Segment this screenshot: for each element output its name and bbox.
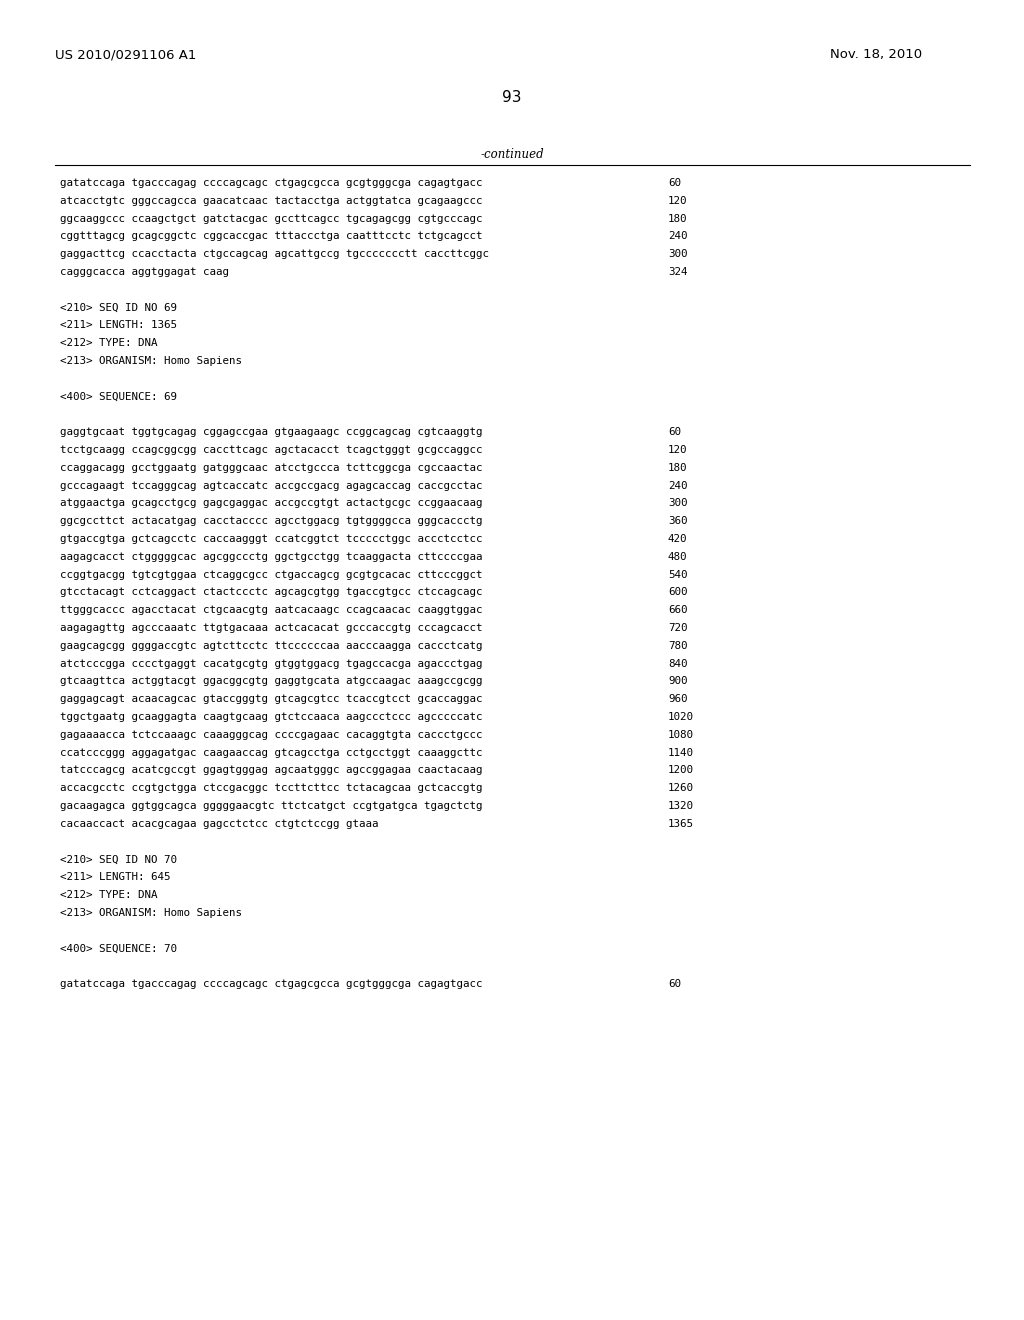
Text: cagggcacca aggtggagat caag: cagggcacca aggtggagat caag (60, 267, 229, 277)
Text: gtcaagttca actggtacgt ggacggcgtg gaggtgcata atgccaagac aaagccgcgg: gtcaagttca actggtacgt ggacggcgtg gaggtgc… (60, 676, 482, 686)
Text: 240: 240 (668, 480, 687, 491)
Text: 240: 240 (668, 231, 687, 242)
Text: cacaaccact acacgcagaa gagcctctcc ctgtctccgg gtaaa: cacaaccact acacgcagaa gagcctctcc ctgtctc… (60, 818, 379, 829)
Text: <212> TYPE: DNA: <212> TYPE: DNA (60, 338, 158, 348)
Text: 60: 60 (668, 178, 681, 187)
Text: ggcaaggccc ccaagctgct gatctacgac gccttcagcc tgcagagcgg cgtgcccagc: ggcaaggccc ccaagctgct gatctacgac gccttca… (60, 214, 482, 223)
Text: gaggacttcg ccacctacta ctgccagcag agcattgccg tgccccccctt caccttcggc: gaggacttcg ccacctacta ctgccagcag agcattg… (60, 249, 489, 259)
Text: <211> LENGTH: 645: <211> LENGTH: 645 (60, 873, 171, 882)
Text: 60: 60 (668, 428, 681, 437)
Text: <212> TYPE: DNA: <212> TYPE: DNA (60, 890, 158, 900)
Text: gatatccaga tgacccagag ccccagcagc ctgagcgcca gcgtgggcga cagagtgacc: gatatccaga tgacccagag ccccagcagc ctgagcg… (60, 979, 482, 989)
Text: gtgaccgtga gctcagcctc caccaagggt ccatcggtct tccccctggc accctcctcc: gtgaccgtga gctcagcctc caccaagggt ccatcgg… (60, 535, 482, 544)
Text: 540: 540 (668, 570, 687, 579)
Text: 780: 780 (668, 640, 687, 651)
Text: US 2010/0291106 A1: US 2010/0291106 A1 (55, 48, 197, 61)
Text: 300: 300 (668, 499, 687, 508)
Text: 900: 900 (668, 676, 687, 686)
Text: <400> SEQUENCE: 69: <400> SEQUENCE: 69 (60, 392, 177, 401)
Text: 600: 600 (668, 587, 687, 598)
Text: gacaagagca ggtggcagca gggggaacgtc ttctcatgct ccgtgatgca tgagctctg: gacaagagca ggtggcagca gggggaacgtc ttctca… (60, 801, 482, 810)
Text: 324: 324 (668, 267, 687, 277)
Text: 180: 180 (668, 463, 687, 473)
Text: aagagcacct ctgggggcac agcggccctg ggctgcctgg tcaaggacta cttccccgaa: aagagcacct ctgggggcac agcggccctg ggctgcc… (60, 552, 482, 562)
Text: <400> SEQUENCE: 70: <400> SEQUENCE: 70 (60, 944, 177, 953)
Text: gatatccaga tgacccagag ccccagcagc ctgagcgcca gcgtgggcga cagagtgacc: gatatccaga tgacccagag ccccagcagc ctgagcg… (60, 178, 482, 187)
Text: 120: 120 (668, 445, 687, 455)
Text: atggaactga gcagcctgcg gagcgaggac accgccgtgt actactgcgc ccggaacaag: atggaactga gcagcctgcg gagcgaggac accgccg… (60, 499, 482, 508)
Text: <213> ORGANISM: Homo Sapiens: <213> ORGANISM: Homo Sapiens (60, 908, 242, 917)
Text: aagagagttg agcccaaatc ttgtgacaaa actcacacat gcccaccgtg cccagcacct: aagagagttg agcccaaatc ttgtgacaaa actcaca… (60, 623, 482, 634)
Text: tcctgcaagg ccagcggcgg caccttcagc agctacacct tcagctgggt gcgccaggcc: tcctgcaagg ccagcggcgg caccttcagc agctaca… (60, 445, 482, 455)
Text: 1365: 1365 (668, 818, 694, 829)
Text: ccggtgacgg tgtcgtggaa ctcaggcgcc ctgaccagcg gcgtgcacac cttcccggct: ccggtgacgg tgtcgtggaa ctcaggcgcc ctgacca… (60, 570, 482, 579)
Text: gaggagcagt acaacagcac gtaccgggtg gtcagcgtcc tcaccgtcct gcaccaggac: gaggagcagt acaacagcac gtaccgggtg gtcagcg… (60, 694, 482, 704)
Text: 960: 960 (668, 694, 687, 704)
Text: gaagcagcgg ggggaccgtc agtcttcctc ttccccccaa aacccaagga caccctcatg: gaagcagcgg ggggaccgtc agtcttcctc ttccccc… (60, 640, 482, 651)
Text: ccatcccggg aggagatgac caagaaccag gtcagcctga cctgcctggt caaaggcttc: ccatcccggg aggagatgac caagaaccag gtcagcc… (60, 747, 482, 758)
Text: 720: 720 (668, 623, 687, 634)
Text: 420: 420 (668, 535, 687, 544)
Text: 660: 660 (668, 605, 687, 615)
Text: 840: 840 (668, 659, 687, 669)
Text: <210> SEQ ID NO 70: <210> SEQ ID NO 70 (60, 854, 177, 865)
Text: 360: 360 (668, 516, 687, 527)
Text: cggtttagcg gcagcggctc cggcaccgac tttaccctga caatttcctc tctgcagcct: cggtttagcg gcagcggctc cggcaccgac tttaccc… (60, 231, 482, 242)
Text: ttgggcaccc agacctacat ctgcaacgtg aatcacaagc ccagcaacac caaggtggac: ttgggcaccc agacctacat ctgcaacgtg aatcaca… (60, 605, 482, 615)
Text: 1320: 1320 (668, 801, 694, 810)
Text: 93: 93 (502, 90, 522, 106)
Text: gagaaaacca tctccaaagc caaagggcag ccccgagaac cacaggtgta caccctgccc: gagaaaacca tctccaaagc caaagggcag ccccgag… (60, 730, 482, 739)
Text: gcccagaagt tccagggcag agtcaccatc accgccgacg agagcaccag caccgcctac: gcccagaagt tccagggcag agtcaccatc accgccg… (60, 480, 482, 491)
Text: 300: 300 (668, 249, 687, 259)
Text: accacgcctc ccgtgctgga ctccgacggc tccttcttcc tctacagcaa gctcaccgtg: accacgcctc ccgtgctgga ctccgacggc tccttct… (60, 783, 482, 793)
Text: ccaggacagg gcctggaatg gatgggcaac atcctgccca tcttcggcga cgccaactac: ccaggacagg gcctggaatg gatgggcaac atcctgc… (60, 463, 482, 473)
Text: atctcccgga cccctgaggt cacatgcgtg gtggtggacg tgagccacga agaccctgag: atctcccgga cccctgaggt cacatgcgtg gtggtgg… (60, 659, 482, 669)
Text: gaggtgcaat tggtgcagag cggagccgaa gtgaagaagc ccggcagcag cgtcaaggtg: gaggtgcaat tggtgcagag cggagccgaa gtgaaga… (60, 428, 482, 437)
Text: atcacctgtc gggccagcca gaacatcaac tactacctga actggtatca gcagaagccc: atcacctgtc gggccagcca gaacatcaac tactacc… (60, 195, 482, 206)
Text: 1020: 1020 (668, 711, 694, 722)
Text: Nov. 18, 2010: Nov. 18, 2010 (830, 48, 923, 61)
Text: 1080: 1080 (668, 730, 694, 739)
Text: <210> SEQ ID NO 69: <210> SEQ ID NO 69 (60, 302, 177, 313)
Text: <211> LENGTH: 1365: <211> LENGTH: 1365 (60, 321, 177, 330)
Text: ggcgccttct actacatgag cacctacccc agcctggacg tgtggggcca gggcaccctg: ggcgccttct actacatgag cacctacccc agcctgg… (60, 516, 482, 527)
Text: 60: 60 (668, 979, 681, 989)
Text: gtcctacagt cctcaggact ctactccctc agcagcgtgg tgaccgtgcc ctccagcagc: gtcctacagt cctcaggact ctactccctc agcagcg… (60, 587, 482, 598)
Text: 1260: 1260 (668, 783, 694, 793)
Text: tggctgaatg gcaaggagta caagtgcaag gtctccaaca aagccctccc agcccccatc: tggctgaatg gcaaggagta caagtgcaag gtctcca… (60, 711, 482, 722)
Text: 480: 480 (668, 552, 687, 562)
Text: 1200: 1200 (668, 766, 694, 775)
Text: tatcccagcg acatcgccgt ggagtgggag agcaatgggc agccggagaa caactacaag: tatcccagcg acatcgccgt ggagtgggag agcaatg… (60, 766, 482, 775)
Text: <213> ORGANISM: Homo Sapiens: <213> ORGANISM: Homo Sapiens (60, 356, 242, 366)
Text: -continued: -continued (480, 148, 544, 161)
Text: 120: 120 (668, 195, 687, 206)
Text: 1140: 1140 (668, 747, 694, 758)
Text: 180: 180 (668, 214, 687, 223)
